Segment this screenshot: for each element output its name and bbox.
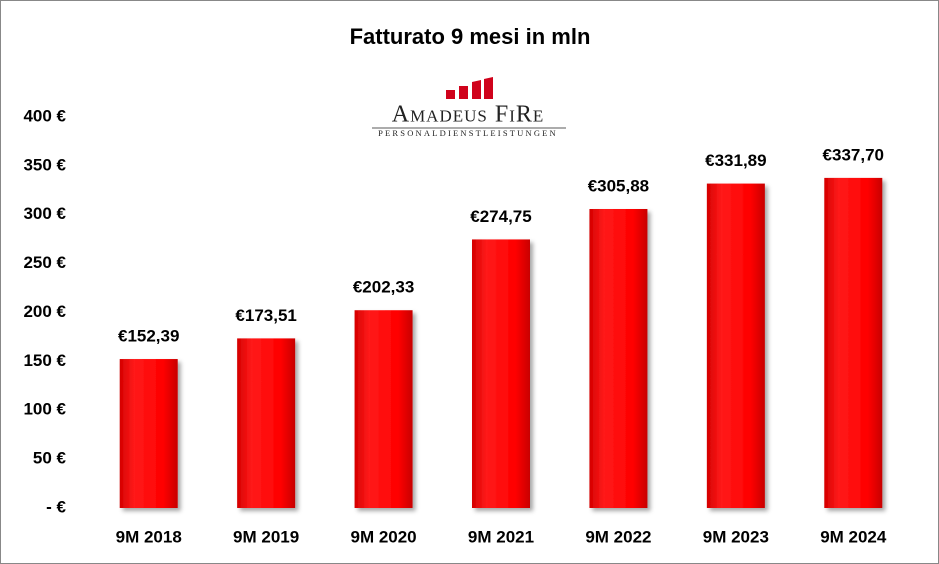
bar xyxy=(472,239,530,508)
x-tick-label: 9M 2018 xyxy=(116,527,182,546)
x-tick-label: 9M 2021 xyxy=(468,527,534,546)
bar xyxy=(706,183,765,509)
value-label: €173,51 xyxy=(235,306,296,325)
value-label: €305,88 xyxy=(588,176,649,195)
y-tick-label: - € xyxy=(46,497,66,516)
logo-block xyxy=(446,90,455,99)
x-tick-label: 9M 2023 xyxy=(703,527,769,546)
logo: Amadeus FiRe PERSONALDIENSTLEISTUNGEN xyxy=(372,77,566,138)
chart-title: Fatturato 9 mesi in mln xyxy=(350,24,591,49)
value-label: €337,70 xyxy=(823,145,884,164)
value-label: €202,33 xyxy=(353,278,414,297)
y-tick-label: 350 € xyxy=(23,155,66,174)
x-tick-label: 9M 2022 xyxy=(585,527,651,546)
bar xyxy=(354,310,413,508)
y-tick-label: 250 € xyxy=(23,253,66,272)
y-tick-label: 300 € xyxy=(23,204,66,223)
logo-tagline: PERSONALDIENSTLEISTUNGEN xyxy=(378,128,558,138)
bar xyxy=(119,359,178,508)
x-tick-label: 9M 2024 xyxy=(820,527,887,546)
x-tick-label: 9M 2019 xyxy=(233,527,299,546)
value-label: €274,75 xyxy=(470,207,531,226)
y-tick-label: 50 € xyxy=(33,449,67,468)
logo-block xyxy=(472,80,481,99)
y-tick-label: 150 € xyxy=(23,351,66,370)
value-label: €152,39 xyxy=(118,327,179,346)
y-tick-label: 100 € xyxy=(23,400,66,419)
bar xyxy=(237,338,296,508)
y-tick-label: 400 € xyxy=(23,106,66,125)
y-tick-label: 200 € xyxy=(23,302,66,321)
value-label: €331,89 xyxy=(705,151,766,170)
logo-block xyxy=(484,77,493,99)
x-tick-label: 9M 2020 xyxy=(350,527,416,546)
logo-name: Amadeus FiRe xyxy=(392,102,545,128)
logo-block xyxy=(459,86,468,99)
bar xyxy=(824,177,883,508)
bar xyxy=(589,209,648,508)
